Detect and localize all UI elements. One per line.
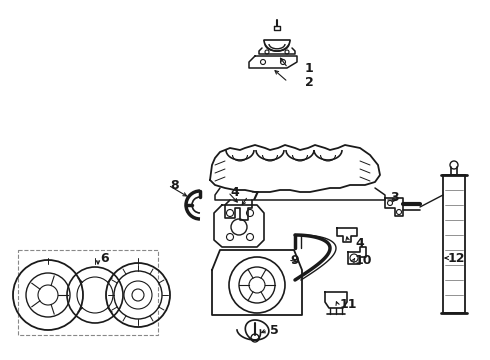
Text: 1: 1 (305, 62, 314, 75)
Text: 4: 4 (355, 237, 364, 249)
Text: 3: 3 (390, 190, 399, 203)
Text: 6: 6 (100, 252, 109, 265)
Text: 8: 8 (170, 179, 179, 192)
Text: 10: 10 (355, 253, 372, 266)
Bar (443, 175, 465, 313)
Bar (18, 250, 158, 335)
Text: 2: 2 (305, 76, 314, 89)
Text: 5: 5 (270, 324, 279, 337)
Text: 9: 9 (290, 253, 298, 266)
Text: 11: 11 (340, 298, 358, 311)
Text: 12: 12 (448, 252, 466, 265)
Text: 4: 4 (230, 185, 239, 198)
Text: 7: 7 (250, 189, 259, 202)
